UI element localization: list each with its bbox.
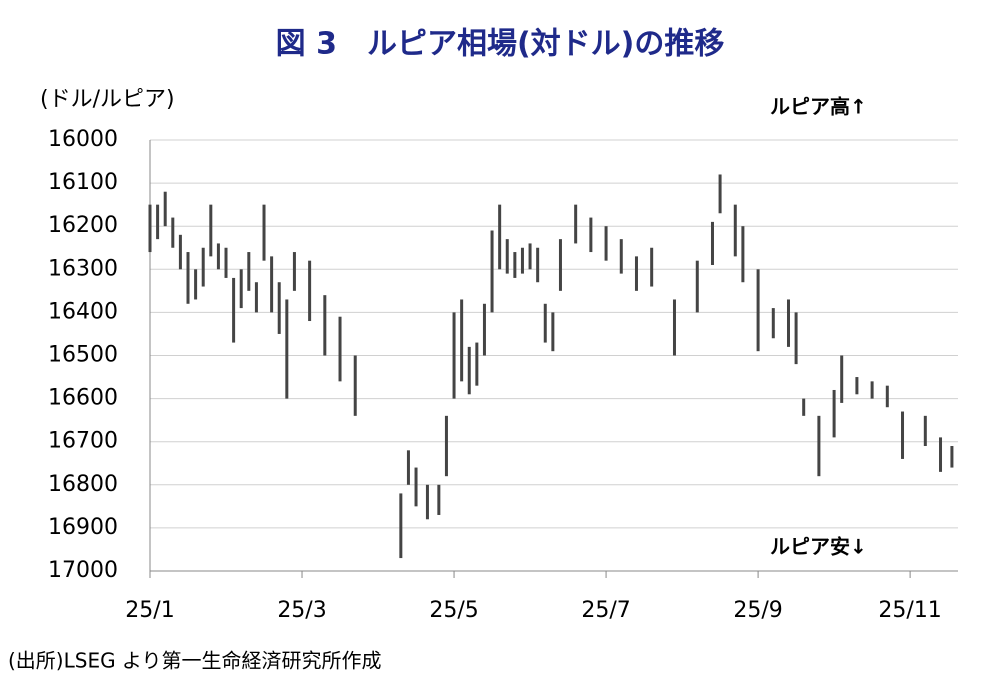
range-bar <box>619 239 623 274</box>
annotation: ルピア高↑ <box>770 95 867 119</box>
annotation: ルピア安↓ <box>770 535 867 559</box>
range-bar <box>186 252 190 304</box>
range-bar <box>756 269 760 352</box>
range-bar <box>786 299 790 347</box>
range-bar <box>551 312 555 352</box>
range-bar <box>870 381 874 399</box>
range-bar <box>232 277 236 343</box>
range-bar <box>710 221 714 265</box>
range-bar <box>832 389 836 438</box>
range-bar <box>254 282 258 313</box>
range-bar <box>148 204 152 253</box>
range-bar <box>163 191 167 227</box>
chart-title: 図 3 ルピア相場(対ドル)の推移 <box>276 27 725 62</box>
range-bar <box>482 303 486 356</box>
range-bar <box>950 446 954 468</box>
range-bar <box>338 316 342 382</box>
y-tick-label: 16100 <box>48 170 118 195</box>
range-bar <box>224 247 228 278</box>
range-bar <box>634 256 638 291</box>
range-bar <box>939 437 943 472</box>
range-bar <box>817 415 821 477</box>
y-tick-label: 16700 <box>48 429 118 454</box>
x-tick-label: 25/11 <box>878 598 941 623</box>
range-bar <box>558 239 562 291</box>
range-bar <box>536 247 540 283</box>
range-bar <box>406 450 410 485</box>
range-bar <box>718 174 722 214</box>
range-bar <box>498 204 502 270</box>
range-bar <box>505 239 509 274</box>
range-bar <box>513 252 517 278</box>
range-bar <box>156 204 160 240</box>
range-bar <box>901 411 905 459</box>
y-tick-label: 16900 <box>48 515 118 540</box>
range-bar <box>695 260 699 313</box>
source: (出所)LSEG より第一生命経済研究所作成 <box>8 649 382 673</box>
range-bar <box>323 295 327 356</box>
y-axis-label: (ドル/ルピア) <box>40 87 175 112</box>
range-bar <box>741 226 745 283</box>
range-bar <box>528 243 532 270</box>
range-bar <box>543 303 547 343</box>
range-bar <box>209 204 213 257</box>
range-bar <box>262 204 266 261</box>
range-bar <box>399 493 403 559</box>
range-bar <box>437 484 441 515</box>
range-bar <box>604 226 608 261</box>
y-tick-label: 16400 <box>48 299 118 324</box>
range-bar <box>520 247 524 274</box>
range-bar <box>270 256 274 313</box>
range-bar <box>733 204 737 257</box>
y-tick-label: 16000 <box>48 127 118 152</box>
range-bar <box>178 234 182 270</box>
x-tick-label: 25/5 <box>429 598 478 623</box>
range-bar <box>292 252 296 291</box>
range-bar <box>285 299 289 399</box>
range-bar <box>216 243 220 270</box>
range-bar <box>855 377 859 395</box>
y-tick-label: 16300 <box>48 256 118 281</box>
range-bar <box>460 299 464 382</box>
range-bar <box>452 312 456 399</box>
range-bar <box>353 355 357 416</box>
range-bar <box>308 260 312 322</box>
range-bar <box>923 415 927 447</box>
y-tick-label: 16800 <box>48 472 118 497</box>
range-bar <box>171 217 175 248</box>
range-bar <box>444 415 448 477</box>
range-bar <box>840 355 844 403</box>
range-bar <box>802 398 806 416</box>
range-bar <box>247 252 251 291</box>
range-bar <box>589 217 593 253</box>
y-tick-label: 17000 <box>48 558 118 583</box>
y-tick-label: 16600 <box>48 386 118 411</box>
range-bar <box>239 269 243 309</box>
range-bar <box>885 385 889 408</box>
range-bar <box>574 204 578 244</box>
range-bar <box>771 308 775 339</box>
range-bar <box>490 230 494 313</box>
x-tick-label: 25/3 <box>277 598 326 623</box>
range-bar <box>650 247 654 287</box>
x-tick-label: 25/1 <box>125 598 174 623</box>
range-bar <box>794 312 798 365</box>
range-bar <box>194 269 198 300</box>
x-tick-label: 25/9 <box>733 598 782 623</box>
y-tick-label: 16200 <box>48 213 118 238</box>
range-bar <box>414 467 418 507</box>
y-tick-label: 16500 <box>48 343 118 368</box>
range-bar <box>467 346 471 395</box>
range-bar <box>475 342 479 386</box>
range-bar <box>201 247 205 287</box>
range-bar <box>277 282 281 334</box>
range-bar <box>425 484 429 520</box>
range-bar <box>672 299 676 356</box>
x-tick-label: 25/7 <box>581 598 630 623</box>
